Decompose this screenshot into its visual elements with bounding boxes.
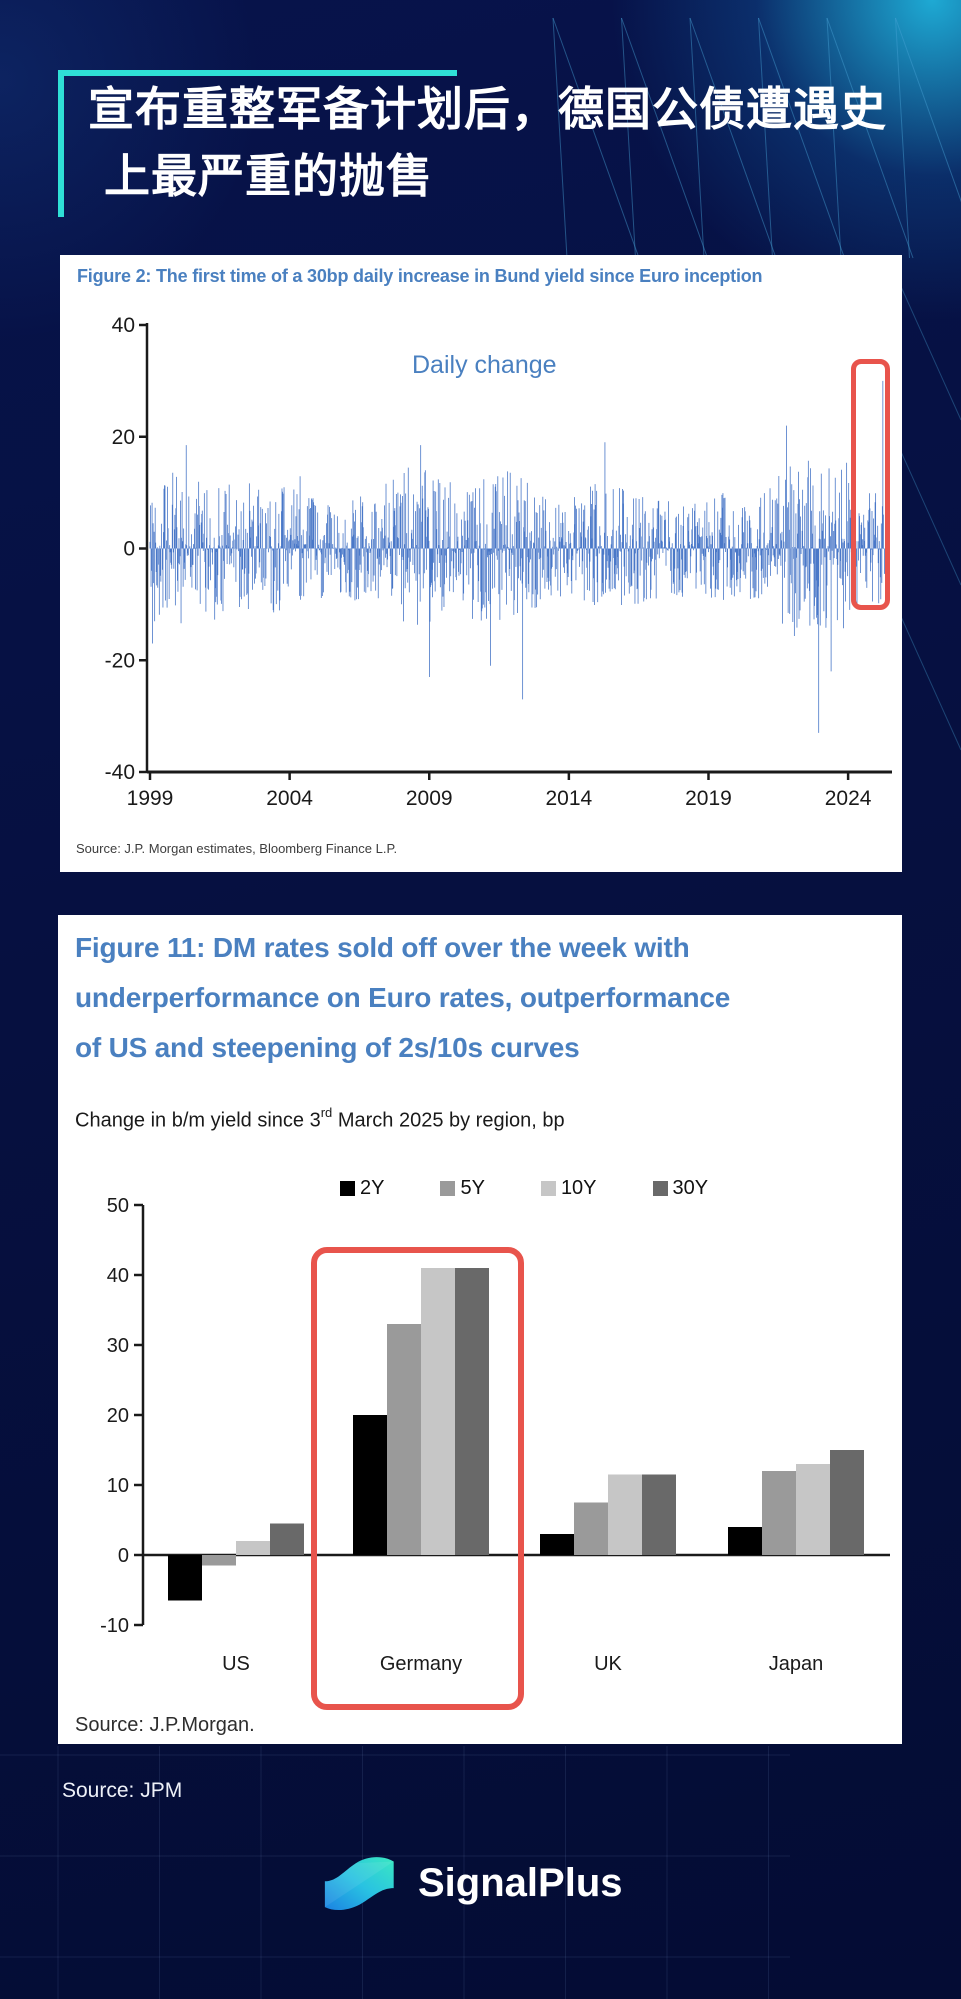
page-title-line1: 宣布重整军备计划后，德国公债遭遇史 [88,83,887,135]
figure11-subtitle: Change in b/m yield since 3rd March 2025… [75,1105,565,1133]
figure2-chart: 40 20 0 -20 -40 1999 2004 2009 2014 2019 2024 [105,314,892,810]
decor-line [897,609,961,751]
category-label: Japan [769,1653,824,1675]
y-tick-label: 40 [107,1265,129,1287]
figure11-source: Source: J.P.Morgan. [75,1714,255,1736]
decor-line [826,17,842,259]
title-accent-line-horizontal [58,70,457,76]
bar-us-2y [168,1555,202,1601]
legend-item-30y: 30Y [652,1177,709,1200]
decor-line [826,17,914,259]
figure2-card: Figure 2: The first time of a 30bp daily… [60,255,902,872]
figure11-subtitle-prefix: Change in b/m yield since 3 [75,1109,321,1132]
bar-germany-30y [455,1268,489,1555]
figure11-chart: 50 40 30 20 10 0 -10 US Germany UK Japan [100,1195,890,1675]
bar-uk-10y [608,1474,642,1555]
decor-line [897,279,961,421]
brand-name: SignalPlus [418,1860,623,1905]
figure11-card: Figure 11: DM rates sold off over the we… [58,915,902,1744]
y-tick-label: 0 [118,1545,129,1567]
y-tick-label: 20 [112,426,135,449]
bar-japan-30y [830,1450,864,1555]
figure11-subtitle-suffix: March 2025 by region, bp [332,1109,565,1132]
y-tick-label: 50 [107,1195,129,1217]
bar-japan-5y [762,1471,796,1555]
decor-line [897,444,961,586]
legend-item-10y: 10Y [540,1177,597,1200]
legend-swatch-2y [340,1181,355,1196]
decor-line [689,17,777,259]
category-label: Germany [380,1653,462,1675]
x-tick-label: 2009 [406,787,453,810]
bar-germany-5y [387,1324,421,1555]
y-tick-label: -10 [100,1615,129,1637]
figure2-highlight-box [850,358,890,610]
y-tick-label: -40 [105,761,135,784]
figure2-series-label: Daily change [412,351,557,379]
legend-swatch-5y [440,1181,456,1196]
signalplus-logo-icon [324,1857,394,1911]
decor-line [621,17,636,259]
figure11-title: Figure 11: DM rates sold off over the we… [75,923,730,1073]
y-tick-label: 10 [107,1475,129,1497]
y-tick-label: 20 [107,1405,129,1427]
bar-us-30y [270,1523,304,1555]
x-tick-label: 2004 [266,787,313,810]
decor-line [895,17,961,203]
decor-line [552,17,640,259]
bar-uk-30y [642,1474,676,1555]
bar-japan-2y [728,1527,762,1555]
figure2-title: Figure 2: The first time of a 30bp daily… [77,266,763,286]
bar-germany-2y [353,1415,387,1555]
daily-change-series [149,380,885,733]
bar-us-5y [202,1555,236,1566]
legend-label-10y: 10Y [560,1177,597,1199]
legend-swatch-10y [540,1181,556,1196]
x-tick-label: 2024 [825,787,872,810]
page-title-line2: 上最严重的抛售 [104,150,433,202]
figure11-legend: 2Y 5Y 10Y 30Y [340,1177,708,1200]
figure11-highlight-box [311,1247,524,1710]
decor-line [758,17,845,259]
title-accent-line-vertical [58,70,64,217]
decor-line [758,17,773,259]
bar-uk-2y [540,1534,574,1555]
y-tick-label: 40 [112,314,135,337]
figure2-source: Source: J.P. Morgan estimates, Bloomberg… [76,841,398,856]
decor-line [895,17,910,259]
legend-label-30y: 30Y [672,1177,709,1199]
footer-source-note: Source: JPM [62,1779,183,1802]
x-tick-label: 2019 [685,787,732,810]
bar-uk-5y [574,1502,608,1555]
category-label: US [222,1653,250,1675]
figure11-title-line2: underperformance on Euro rates, outperfo… [75,982,731,1013]
decor-line [552,17,568,259]
legend-label-2y: 2Y [360,1177,385,1199]
bar-us-10y [236,1541,270,1555]
figure11-title-line1: Figure 11: DM rates sold off over the we… [75,932,690,963]
y-tick-label: 30 [107,1335,129,1357]
x-tick-label: 2014 [546,787,593,810]
legend-item-2y: 2Y [340,1177,384,1200]
category-label: UK [594,1653,622,1675]
figure11-subtitle-superscript: rd [320,1105,333,1120]
bar-germany-10y [421,1268,455,1555]
decor-line [689,17,705,259]
decor-line [621,17,708,259]
brand-logo: SignalPlus [318,1850,623,1916]
legend-item-5y: 5Y [440,1177,485,1200]
bar-japan-10y [796,1464,830,1555]
figure11-title-line3: of US and steepening of 2s/10s curves [75,1032,580,1063]
legend-label-5y: 5Y [460,1177,485,1199]
legend-swatch-30y [652,1181,668,1196]
x-tick-label: 1999 [127,787,174,810]
page-title: 宣布重整军备计划后，德国公债遭遇史 上最严重的抛售 [88,76,887,210]
y-tick-label: 0 [123,538,135,561]
y-tick-label: -20 [105,649,135,672]
